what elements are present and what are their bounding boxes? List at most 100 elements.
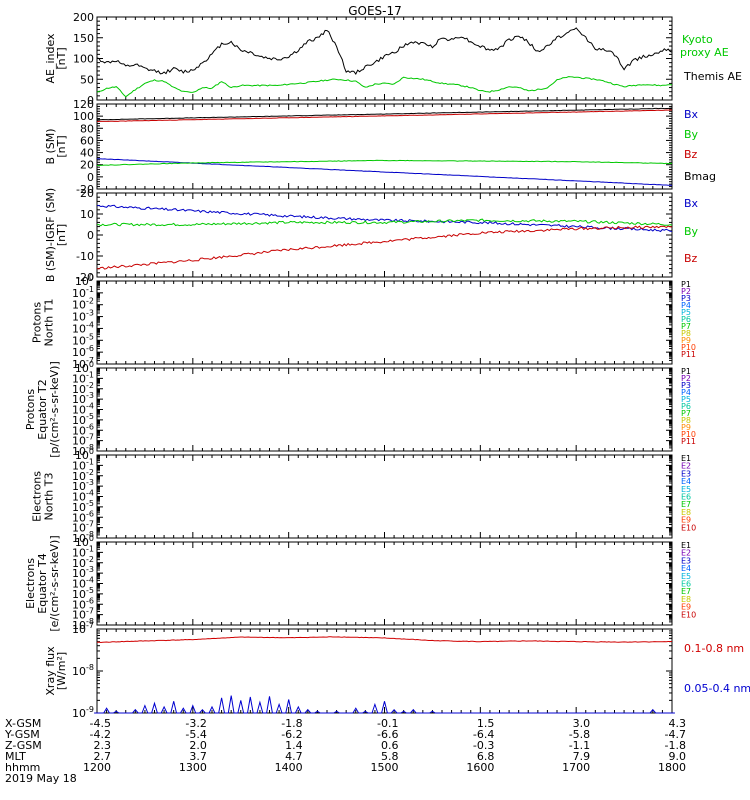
y-tick-base: 10 xyxy=(72,414,86,427)
x-row-value: -4.2 xyxy=(90,728,111,741)
y-tick-label: 10-6 xyxy=(72,596,94,611)
legend-p5: P5 xyxy=(681,308,691,317)
x-row-value: 1700 xyxy=(562,761,590,774)
legend-e7: E7 xyxy=(681,587,691,596)
y-tick-label: 100 xyxy=(73,110,94,123)
y-tick-label: 120 xyxy=(73,98,94,111)
legend-p9: P9 xyxy=(681,336,691,345)
y-tick-base: 10 xyxy=(72,346,86,359)
y-tick-exponent: -6 xyxy=(86,422,94,431)
y-tick-base: 10 xyxy=(72,707,86,720)
y-tick-exponent: -5 xyxy=(86,586,94,595)
y-tick-label: 100 xyxy=(73,53,94,66)
y-axis-label-line: Protons xyxy=(24,389,37,430)
y-tick-exponent: -7 xyxy=(86,433,94,442)
legend-p3: P3 xyxy=(681,381,691,390)
y-tick-exponent: -8 xyxy=(86,617,94,626)
panel-3: B (SM)-IGRF (SM)[nT] -20 -10 0 10 20 Bx By Bz xyxy=(44,187,699,284)
y-tick-exponent: -1 xyxy=(86,457,94,466)
y-tick-label: 10-3 xyxy=(72,478,94,493)
y-tick-base: 10 xyxy=(72,459,86,472)
y-tick-exponent: -1 xyxy=(86,370,94,379)
x-row-value: -0.1 xyxy=(377,717,398,730)
y-tick-base: 10 xyxy=(72,598,86,611)
y-tick-label: 10-5 xyxy=(72,412,94,427)
legend-long-channel: 0.1-0.8 nm xyxy=(684,642,744,655)
series-line-bx xyxy=(96,204,673,233)
legend-bz: Bz xyxy=(684,148,698,161)
x-row-value: 1.5 xyxy=(477,717,495,730)
y-tick-exponent: 0 xyxy=(89,447,94,456)
y-axis-label: AE_index[nT] xyxy=(44,33,68,84)
x-row-value: 1800 xyxy=(658,761,686,774)
y-tick-base: 10 xyxy=(75,536,89,549)
series-line-by xyxy=(97,159,673,166)
legend-e1: E1 xyxy=(681,541,691,550)
legend-e2: E2 xyxy=(681,549,691,558)
legend-p1: P1 xyxy=(681,280,691,289)
y-tick-base: 10 xyxy=(72,588,86,601)
y-tick-base: 10 xyxy=(72,383,86,396)
y-axis-label-line: Equator T2 xyxy=(36,379,49,439)
legend-p2: P2 xyxy=(681,287,691,296)
y-tick-base: 10 xyxy=(75,449,89,462)
x-row-value: 4.7 xyxy=(285,750,303,763)
series-line-themis-ae xyxy=(96,27,673,75)
y-axis-label: B (SM)[nT] xyxy=(44,128,68,164)
y-tick-label: 100 xyxy=(75,534,94,549)
panel-6: ElectronsNorth T310010-110-210-310-410-5… xyxy=(31,447,697,545)
x-row-value: 4.3 xyxy=(669,717,687,730)
x-row-value: -6.2 xyxy=(281,728,302,741)
series-line-kyoto-proxy-ae xyxy=(96,76,672,98)
y-tick-exponent: -1 xyxy=(86,285,94,294)
y-tick-exponent: 0 xyxy=(89,273,94,282)
y-tick-exponent: -1 xyxy=(86,544,94,553)
plot-title: GOES-17 xyxy=(348,4,402,18)
y-axis-label-line: Equator T4 xyxy=(36,553,49,613)
x-row-value: -3.2 xyxy=(185,717,206,730)
y-axis-label: ProtonsEquator T2[p/(cm²-s-sr-keV)] xyxy=(24,361,61,458)
y-tick-label: 10 xyxy=(80,208,94,221)
legend-p1: P1 xyxy=(681,367,691,376)
y-axis-label: ElectronsEquator T4[e/(cm²-s-sr-keV)] xyxy=(24,535,61,631)
y-tick-base: 10 xyxy=(72,470,86,483)
y-axis-label-line: Electrons xyxy=(24,558,37,609)
y-axis-label-line: [W/m²] xyxy=(55,652,68,690)
panel-frame xyxy=(96,541,673,626)
y-tick-label: 10-1 xyxy=(72,370,94,385)
legend-bx: Bx xyxy=(684,197,699,210)
y-tick-base: 10 xyxy=(72,623,86,636)
y-tick-base: 10 xyxy=(72,619,86,632)
x-row-value: -5.8 xyxy=(569,728,590,741)
panel-1: AE_index[nT] 0 50 100 150 200 Kyoto proxy AE The… xyxy=(44,11,742,107)
legend-p10: P10 xyxy=(681,430,696,439)
y-tick-label: 10-4 xyxy=(72,489,94,504)
y-axis-label-line: [e/(cm²-s-sr-keV)] xyxy=(48,535,61,631)
y-tick-base: 10 xyxy=(72,665,86,678)
panel-frame xyxy=(96,280,673,365)
y-tick-base: 10 xyxy=(72,557,86,570)
y-tick-label: 10-6 xyxy=(72,344,94,359)
y-tick-base: 10 xyxy=(72,404,86,417)
x-row-value: 2.3 xyxy=(94,739,112,752)
legend-kyoto-line: Kyoto xyxy=(682,33,713,46)
y-axis-label-line: B (SM) xyxy=(44,128,57,164)
legend-short-channel: 0.05-0.4 nm xyxy=(684,682,750,695)
legend-e8: E8 xyxy=(681,595,691,604)
y-tick-label: 0 xyxy=(87,229,94,242)
y-tick-exponent: -6 xyxy=(86,344,94,353)
y-tick-label: 0 xyxy=(87,171,94,184)
series-line-short-channel xyxy=(94,695,675,714)
y-tick-label: 10-8 xyxy=(72,443,94,458)
y-tick-label: 10-2 xyxy=(72,381,94,396)
y-tick-base: 10 xyxy=(72,358,86,371)
legend-p6: P6 xyxy=(681,315,691,324)
y-tick-exponent: -7 xyxy=(86,621,94,630)
y-tick-label: 10-5 xyxy=(72,499,94,514)
x-row-value: 2.0 xyxy=(189,739,207,752)
y-tick-base: 10 xyxy=(72,480,86,493)
x-row-value: 9.0 xyxy=(669,750,687,763)
legend-e9: E9 xyxy=(681,516,691,525)
